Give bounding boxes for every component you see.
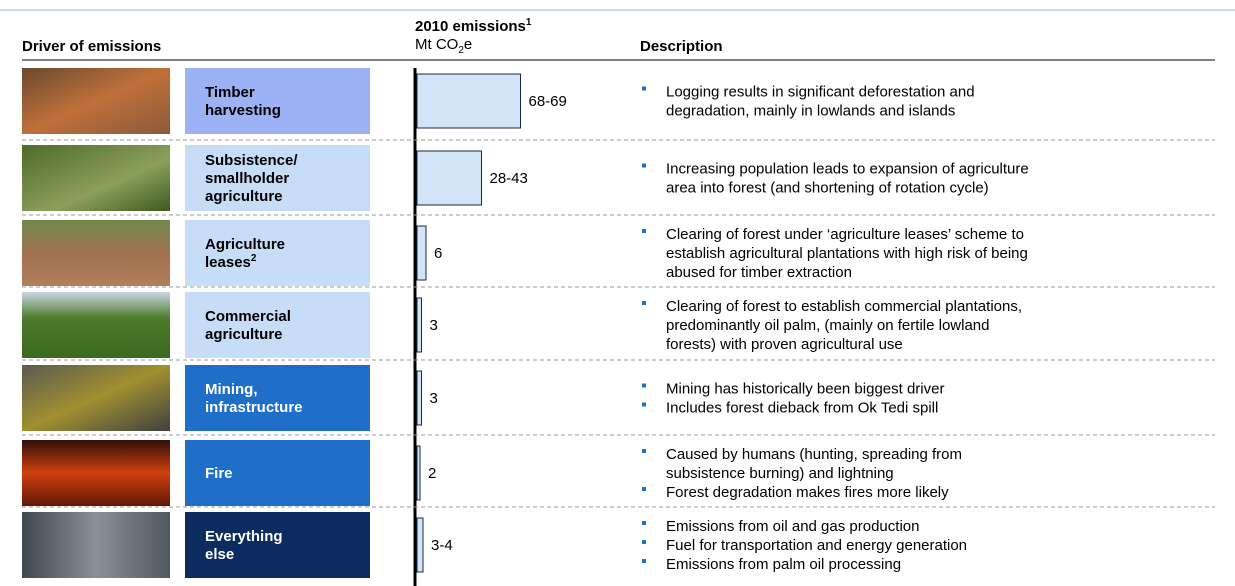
description-line: abused for timber extraction	[666, 264, 852, 281]
driver-label: smallholder	[205, 170, 289, 187]
bullet	[642, 487, 646, 491]
bullet	[642, 86, 646, 91]
description-line: Mining has historically been biggest dri…	[666, 381, 944, 398]
bar-label: 3	[430, 390, 438, 407]
driver-line: Everything	[205, 528, 283, 545]
driver-box	[185, 145, 370, 211]
photo	[22, 145, 170, 211]
driver-label: Timber	[205, 84, 255, 101]
photo	[22, 68, 170, 134]
driver-box	[185, 220, 370, 286]
driver-line: leases	[205, 254, 251, 271]
description-line: forests) with proven agricultural use	[666, 336, 903, 353]
description-line: Increasing population leads to expansion…	[666, 161, 1029, 178]
driver-label: Mining,	[205, 381, 258, 398]
bar	[416, 517, 424, 573]
description-line: Clearing of forest to establish commerci…	[666, 298, 1022, 315]
bullet	[642, 559, 646, 563]
driver-line: harvesting	[205, 102, 281, 119]
driver-label: infrastructure	[205, 399, 303, 416]
description-line: Emissions from oil and gas production	[666, 518, 919, 535]
driver-label: Subsistence/	[205, 152, 298, 169]
driver-label: harvesting	[205, 102, 281, 119]
emissions-title: 2010 emissions	[415, 18, 526, 35]
driver-label: Commercial	[205, 308, 291, 325]
description-line: Caused by humans (hunting, spreading fro…	[666, 446, 962, 463]
footnote: 1	[526, 17, 532, 28]
bar	[416, 445, 421, 501]
bar-label: 3-4	[431, 537, 453, 554]
driver-label: Everything	[205, 528, 283, 545]
driver-line: agriculture	[205, 326, 283, 343]
driver-label: agriculture	[205, 326, 283, 343]
unit-prefix: Mt CO	[415, 36, 458, 53]
bar	[416, 150, 482, 206]
driver-line: Commercial	[205, 308, 291, 325]
bar	[416, 225, 427, 281]
description-line: Includes forest dieback from Ok Tedi spi…	[666, 400, 938, 417]
bar	[416, 370, 422, 426]
driver-line: Agriculture	[205, 236, 285, 253]
driver-line: Timber	[205, 84, 255, 101]
description-line: Fuel for transportation and energy gener…	[666, 537, 967, 554]
bullet	[642, 229, 646, 233]
bullet	[642, 521, 646, 525]
driver-label: agriculture	[205, 188, 283, 205]
photo	[22, 512, 170, 578]
driver-label: Agriculture	[205, 236, 285, 253]
unit-sub: 2	[458, 45, 464, 56]
bullet	[642, 383, 646, 388]
driver-box	[185, 440, 370, 506]
description-line: degradation, mainly in lowlands and isla…	[666, 103, 955, 120]
unit-suffix: e	[464, 36, 472, 53]
description-line: Logging results in significant deforesta…	[666, 84, 975, 101]
driver-box	[185, 512, 370, 578]
bar-label: 68-69	[529, 93, 567, 110]
bullet	[642, 402, 646, 407]
bar-label: 2	[428, 465, 436, 482]
bullet	[642, 301, 646, 305]
unit: Mt CO2e	[415, 36, 472, 56]
description-line: establish agricultural plantations with …	[666, 245, 1028, 262]
bullet	[642, 449, 646, 453]
bar-label: 3	[430, 317, 438, 334]
bar	[416, 73, 521, 129]
bar-label: 28-43	[490, 170, 528, 187]
description-line: Emissions from palm oil processing	[666, 556, 901, 573]
description-line: Clearing of forest under ‘agriculture le…	[666, 226, 1024, 243]
driver-label: leases2	[205, 253, 257, 271]
driver-label: else	[205, 546, 234, 563]
bullet	[642, 163, 646, 168]
footnote: 2	[251, 253, 257, 264]
description-header: Description	[640, 38, 723, 55]
driver-box	[185, 68, 370, 134]
emissions-header: 2010 emissions1	[415, 17, 532, 35]
bullet	[642, 540, 646, 544]
driver-box	[185, 292, 370, 358]
description-line: subsistence burning) and lightning	[666, 465, 894, 482]
driver-line: else	[205, 546, 234, 563]
driver-line: infrastructure	[205, 399, 303, 416]
photo	[22, 220, 170, 286]
driver-header: Driver of emissions	[22, 38, 161, 55]
description-line: Forest degradation makes fires more like…	[666, 484, 949, 501]
driver-line: Mining,	[205, 381, 258, 398]
photo	[22, 292, 170, 358]
description-line: area into forest (and shortening of rota…	[666, 180, 989, 197]
driver-box	[185, 365, 370, 431]
driver-line: smallholder	[205, 170, 289, 187]
driver-line: agriculture	[205, 188, 283, 205]
driver-line: Fire	[205, 465, 233, 482]
bar-label: 6	[434, 245, 442, 262]
description-line: predominantly oil palm, (mainly on ferti…	[666, 317, 989, 334]
photo	[22, 440, 170, 506]
driver-line: Subsistence/	[205, 152, 298, 169]
driver-label: Fire	[205, 465, 233, 482]
photo	[22, 365, 170, 431]
bar	[416, 297, 422, 353]
